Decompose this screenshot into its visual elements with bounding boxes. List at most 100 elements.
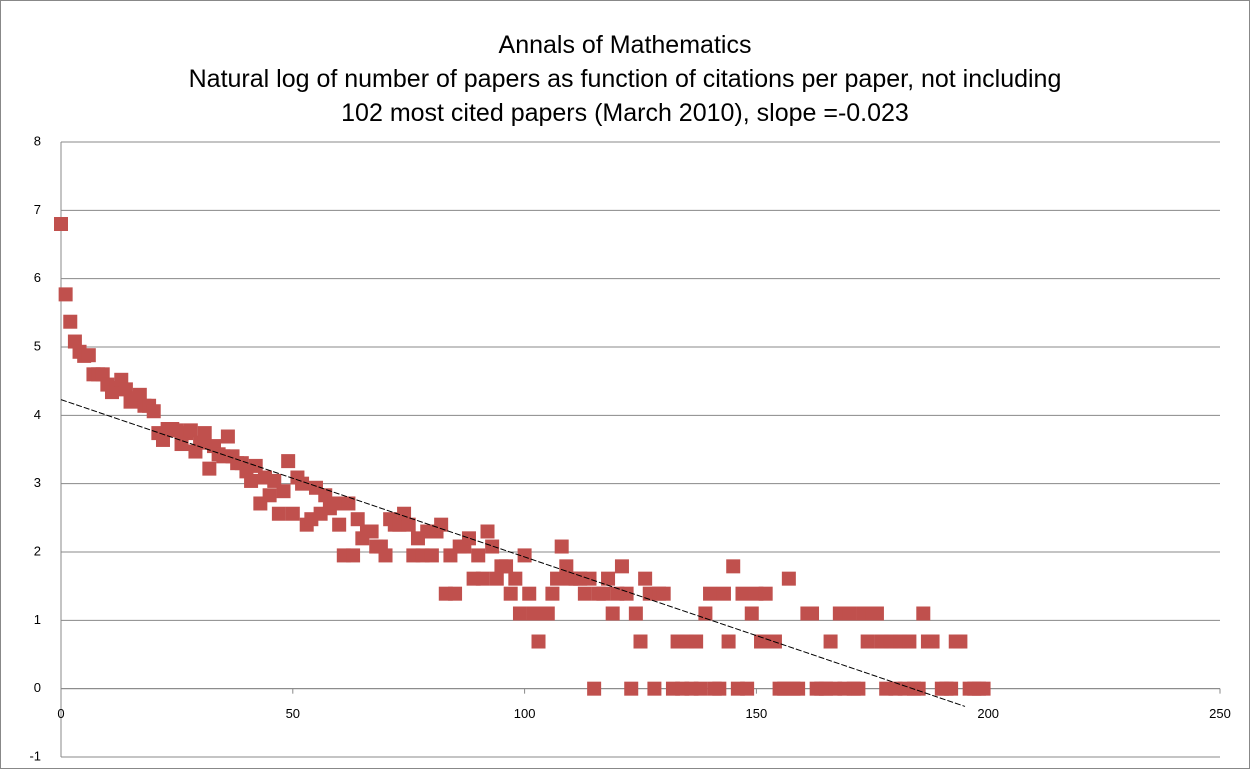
point (647, 681, 662, 696)
point (638, 571, 653, 586)
y-tick-label: 5 (34, 338, 41, 353)
point (596, 586, 611, 601)
point (183, 423, 198, 438)
y-tick-label: 8 (34, 133, 41, 148)
point (754, 634, 769, 649)
point (220, 429, 235, 444)
point (281, 454, 296, 469)
point (503, 586, 518, 601)
point (471, 548, 486, 563)
point (577, 586, 592, 601)
trendline (60, 399, 966, 707)
point (295, 476, 310, 491)
point (805, 606, 820, 621)
y-tick-label: 2 (34, 543, 41, 558)
point (512, 606, 527, 621)
chart-subtitle: Natural log of number of papers as funct… (188, 65, 1062, 127)
point (851, 681, 866, 696)
y-tick-label: 1 (34, 612, 41, 627)
point (244, 473, 259, 488)
point (461, 531, 476, 546)
y-tick-label: 7 (34, 202, 41, 217)
point (550, 571, 565, 586)
point (146, 404, 161, 419)
point (944, 681, 959, 696)
point (517, 548, 532, 563)
point (489, 571, 504, 586)
point (155, 432, 170, 447)
point (758, 586, 773, 601)
point (693, 681, 708, 696)
point (508, 571, 523, 586)
point (925, 634, 940, 649)
point (545, 586, 560, 601)
point (276, 484, 291, 499)
point (364, 524, 379, 539)
point (350, 512, 365, 527)
y-tick-label: 3 (34, 475, 41, 490)
point (271, 506, 286, 521)
point (285, 506, 300, 521)
point (902, 634, 917, 649)
point (448, 586, 463, 601)
point (327, 496, 342, 511)
point (378, 548, 393, 563)
point (401, 517, 416, 532)
x-tick-label: 100 (514, 706, 536, 721)
x-tick-label: 50 (286, 706, 300, 721)
y-tick-label: -1 (29, 748, 41, 763)
point (976, 681, 991, 696)
point (735, 586, 750, 601)
point (605, 606, 620, 621)
point (341, 496, 356, 511)
point (703, 586, 718, 601)
point (721, 634, 736, 649)
point (842, 606, 857, 621)
point (424, 548, 439, 563)
y-tick-label: 4 (34, 407, 41, 422)
point (475, 571, 490, 586)
point (712, 681, 727, 696)
titles: Annals of Mathematics Natural log of num… (175, 28, 1075, 130)
point (614, 559, 629, 574)
point (531, 634, 546, 649)
point (869, 606, 884, 621)
point (628, 606, 643, 621)
chart-title: Annals of Mathematics (498, 31, 752, 59)
point (791, 681, 806, 696)
x-tick-label: 200 (977, 706, 999, 721)
point (434, 517, 449, 532)
y-tick-label: 6 (34, 270, 41, 285)
point (744, 606, 759, 621)
point (601, 571, 616, 586)
point (860, 634, 875, 649)
point (656, 586, 671, 601)
point (554, 539, 569, 554)
point (716, 586, 731, 601)
point (781, 571, 796, 586)
x-tick-label: 150 (746, 706, 768, 721)
point (582, 571, 597, 586)
point (58, 287, 73, 302)
point (202, 461, 217, 476)
point (522, 586, 537, 601)
point (916, 606, 931, 621)
point (81, 348, 96, 363)
point (262, 488, 277, 503)
point (726, 559, 741, 574)
point (740, 681, 755, 696)
point (587, 681, 602, 696)
point (499, 559, 514, 574)
point (174, 437, 189, 452)
y-tick-label: 0 (34, 680, 41, 695)
point (540, 606, 555, 621)
x-tick-label: 250 (1209, 706, 1231, 721)
point (54, 217, 68, 231)
x-tick-label: 0 (57, 706, 64, 721)
point (480, 524, 495, 539)
point (485, 539, 500, 554)
point (823, 634, 838, 649)
point (63, 314, 78, 329)
point (624, 681, 639, 696)
